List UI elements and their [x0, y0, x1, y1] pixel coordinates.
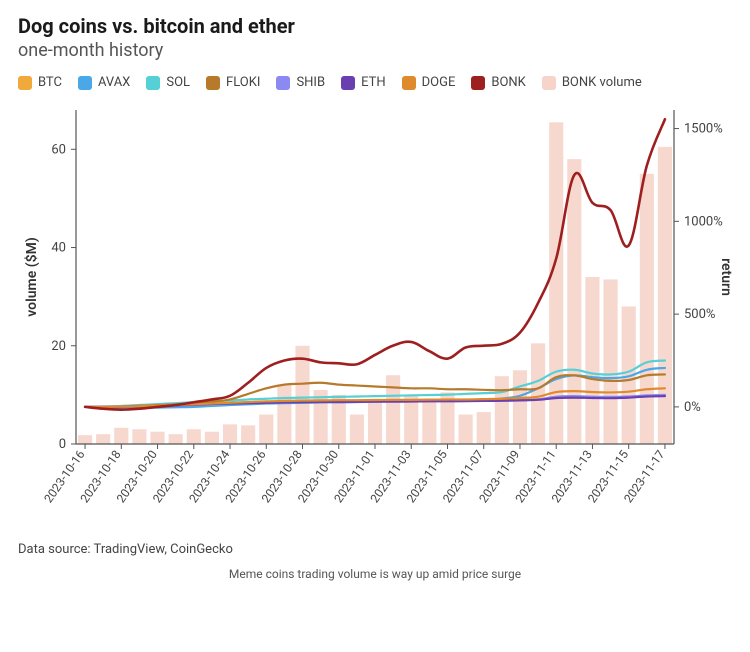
- y-right-tick: 500%: [684, 307, 715, 322]
- legend-label: ETH: [361, 75, 386, 90]
- legend-swatch: [341, 76, 355, 90]
- chart-title: Dog coins vs. bitcoin and ether: [18, 14, 732, 38]
- bar: [477, 412, 491, 444]
- bar: [150, 432, 164, 444]
- legend-item: ETH: [341, 75, 386, 90]
- bar: [350, 415, 364, 444]
- legend-label: AVAX: [98, 75, 130, 90]
- bar: [585, 277, 599, 444]
- bar: [386, 375, 400, 444]
- bar: [187, 429, 201, 444]
- legend-swatch: [78, 76, 92, 90]
- bar: [241, 425, 255, 444]
- bar: [368, 402, 382, 444]
- bar: [78, 435, 92, 444]
- bar: [132, 429, 146, 444]
- legend-label: BTC: [38, 75, 62, 90]
- bar: [114, 428, 128, 444]
- legend-swatch: [206, 76, 220, 90]
- legend-item: BONK volume: [542, 75, 642, 90]
- bar: [640, 174, 654, 444]
- y-right-tick: 1500%: [684, 122, 723, 137]
- legend: BTC AVAX SOL FLOKI SHIB ETH DOGE BONK BONK volum…: [18, 75, 732, 90]
- legend-label: DOGE: [422, 75, 456, 90]
- legend-label: BONK: [491, 75, 525, 90]
- legend-item: AVAX: [78, 75, 130, 90]
- legend-swatch: [542, 76, 556, 90]
- bar: [531, 343, 545, 444]
- legend-item: FLOKI: [206, 75, 260, 90]
- bar: [567, 159, 581, 444]
- y-right-tick: 0%: [684, 400, 701, 415]
- legend-label: FLOKI: [226, 75, 260, 90]
- y-left-tick: 0: [59, 437, 66, 452]
- bar: [459, 415, 473, 444]
- bar: [658, 147, 672, 444]
- legend-item: SHIB: [276, 75, 325, 90]
- bar: [277, 385, 291, 444]
- bar: [96, 434, 110, 444]
- bar: [223, 424, 237, 444]
- legend-swatch: [276, 76, 290, 90]
- chart-area: 0 20 40 60 volume ($M) 0% 500% 1000% 1500% return…: [18, 100, 732, 530]
- y-right-tick: 1000%: [684, 214, 723, 229]
- chart-subtitle: one-month history: [18, 40, 732, 61]
- y-left-tick: 20: [51, 339, 66, 354]
- bar: [259, 415, 273, 444]
- dual-axis-chart: 0 20 40 60 volume ($M) 0% 500% 1000% 1500% return…: [18, 100, 732, 530]
- bar: [495, 376, 509, 444]
- y-left-label: volume ($M): [23, 237, 40, 317]
- legend-label: SHIB: [296, 75, 325, 90]
- legend-label: SOL: [166, 75, 190, 90]
- legend-label: BONK volume: [562, 75, 642, 90]
- legend-item: BONK: [471, 75, 525, 90]
- legend-swatch: [402, 76, 416, 90]
- bar: [604, 279, 618, 444]
- legend-swatch: [18, 76, 32, 90]
- caption: Meme coins trading volume is way up amid…: [18, 567, 732, 581]
- y-left-tick: 60: [51, 142, 66, 157]
- bar: [205, 432, 219, 444]
- bar: [422, 400, 436, 444]
- legend-item: DOGE: [402, 75, 456, 90]
- bar: [513, 370, 527, 444]
- y-right-label: return: [718, 258, 732, 296]
- bar: [169, 434, 183, 444]
- legend-swatch: [146, 76, 160, 90]
- data-source: Data source: TradingView, CoinGecko: [18, 542, 732, 557]
- legend-item: SOL: [146, 75, 190, 90]
- y-left-tick: 40: [51, 241, 66, 256]
- legend-swatch: [471, 76, 485, 90]
- legend-item: BTC: [18, 75, 62, 90]
